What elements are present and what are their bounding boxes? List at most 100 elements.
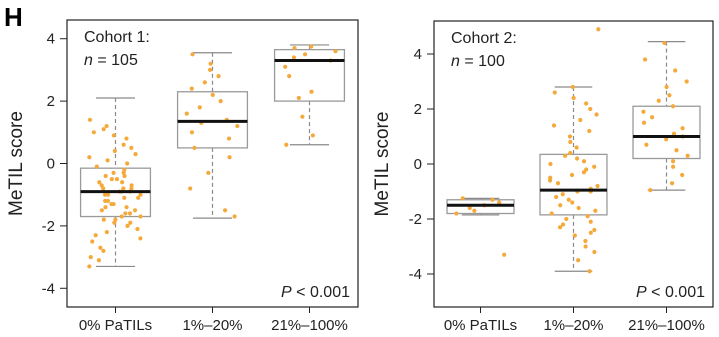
data-point [567, 134, 573, 139]
panel-cohort-2: -4 -2 0 2 4 0% PaTILs 1%–20% 21%–100% MeTIL scor… [372, 20, 714, 334]
data-point [467, 205, 472, 211]
data-point [576, 258, 581, 263]
data-point [189, 86, 194, 91]
data-point [669, 181, 675, 186]
data-point [569, 172, 575, 178]
data-point [97, 180, 102, 185]
data-point [121, 186, 126, 191]
data-point [91, 130, 96, 135]
cohort-label: Cohort 1: [84, 29, 150, 46]
data-point [109, 201, 114, 207]
data-point [120, 180, 125, 185]
data-point [98, 245, 103, 250]
data-point [592, 227, 597, 233]
box-iqr [632, 105, 701, 160]
data-point [674, 148, 679, 153]
data-point [300, 114, 305, 119]
data-point [662, 40, 667, 46]
data-point [111, 170, 116, 175]
data-point [568, 139, 573, 145]
data-point [292, 45, 297, 51]
data-point [560, 222, 566, 227]
data-point [548, 175, 553, 180]
data-point [101, 217, 106, 222]
x-tick-label: 21%–100% [628, 317, 705, 334]
data-point [111, 133, 116, 138]
data-point [188, 186, 193, 191]
data-point [302, 52, 308, 57]
data-point [208, 61, 213, 66]
data-point [642, 57, 648, 62]
data-point [127, 211, 133, 216]
data-point [309, 89, 314, 94]
data-point [595, 183, 600, 189]
data-point [333, 49, 338, 54]
data-point [587, 128, 592, 134]
data-point [578, 117, 583, 123]
data-point [570, 200, 575, 205]
data-point [680, 126, 685, 131]
y-tick-label: -4 [42, 280, 55, 297]
data-point [641, 109, 646, 114]
x-tick-label: 0% PaTILs [444, 317, 517, 334]
data-point [673, 68, 678, 73]
data-point [588, 219, 593, 224]
data-point [94, 164, 99, 169]
data-point [125, 223, 130, 228]
data-point [664, 84, 669, 90]
data-point [670, 159, 676, 164]
data-point [592, 249, 597, 255]
data-point [90, 239, 95, 244]
p-value: P < 0.001 [636, 284, 705, 301]
data-point [560, 192, 565, 197]
cohort-n: n = 100 [451, 53, 505, 70]
data-point [584, 101, 589, 106]
data-point [101, 127, 106, 132]
y-axis-title: MeTIL score [6, 111, 27, 216]
data-point [88, 254, 93, 260]
data-point [571, 95, 576, 101]
data-point [121, 170, 126, 175]
data-point [460, 196, 465, 201]
data-point [138, 192, 143, 197]
data-point [192, 145, 197, 151]
data-point [641, 120, 647, 125]
data-point [93, 233, 98, 238]
data-point [121, 142, 126, 147]
data-point [99, 208, 104, 213]
y-tick-label: 0 [47, 156, 55, 173]
panel-letter: H [4, 2, 23, 32]
data-point [594, 112, 599, 117]
data-point [105, 158, 110, 163]
cohort-n: n = 105 [84, 52, 138, 69]
box-3 [273, 44, 346, 147]
data-point [138, 236, 143, 241]
data-point [558, 203, 563, 208]
data-point [103, 205, 108, 210]
data-point [588, 106, 593, 112]
data-point [291, 55, 297, 60]
data-point [227, 155, 232, 160]
x-tick-label: 1%–20% [182, 317, 242, 334]
data-point [235, 123, 240, 129]
data-point [104, 230, 109, 235]
box-2 [176, 52, 249, 219]
data-point [133, 152, 138, 157]
data-point [583, 244, 588, 249]
data-point [684, 79, 689, 84]
data-point [656, 98, 661, 103]
data-point [564, 216, 569, 222]
data-point [99, 183, 104, 188]
data-point [129, 186, 134, 191]
data-point [105, 192, 111, 197]
data-point [125, 161, 130, 166]
data-point [114, 176, 120, 182]
data-point [593, 208, 598, 213]
data-point [226, 136, 232, 141]
data-point [587, 269, 592, 274]
y-tick-label: 4 [414, 46, 422, 63]
x-tick-label: 1%–20% [543, 317, 603, 334]
data-point [184, 111, 189, 116]
data-point [206, 170, 211, 175]
